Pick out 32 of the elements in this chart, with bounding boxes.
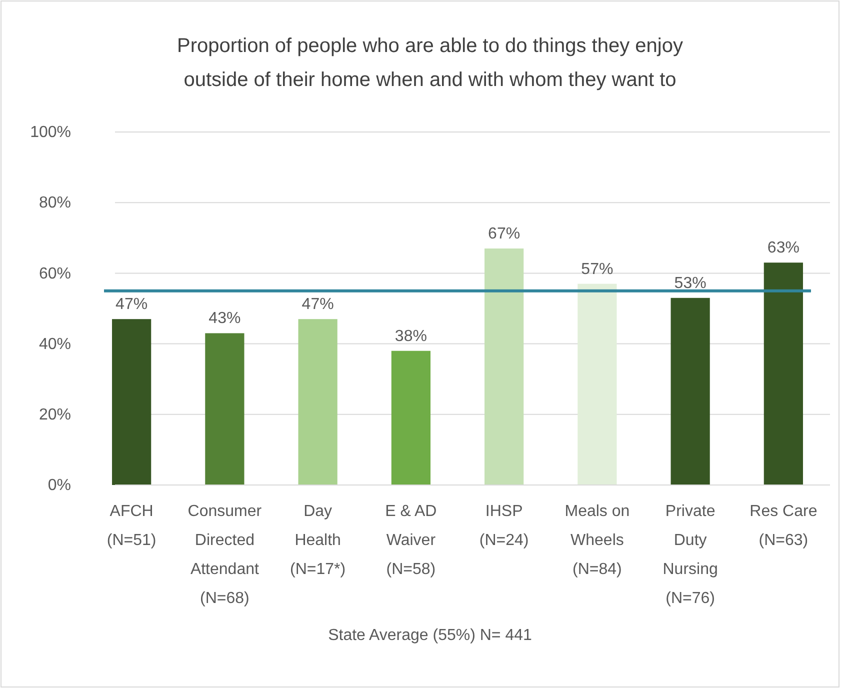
y-tick-label: 40% (38, 336, 71, 353)
data-label: 47% (116, 296, 148, 314)
data-label: 67% (488, 225, 520, 242)
data-label: 38% (394, 328, 427, 345)
bar (578, 284, 617, 485)
bar (670, 298, 710, 485)
bar (484, 248, 524, 485)
bar (391, 350, 430, 485)
data-label: 57% (581, 260, 614, 278)
data-label: 63% (767, 240, 800, 257)
chart-title: Proportion of people who are able to do things they enjoy outside of their home when and with whom they want to (177, 35, 683, 91)
bar (764, 262, 803, 485)
x-tick-label: Meals on Wheels (N=84) (564, 503, 630, 578)
x-tick-label: Consumer Directed Attendant (N=68) (188, 503, 262, 607)
bar (112, 319, 152, 485)
y-tick-label: 100% (30, 124, 71, 142)
x-tick-label: Day Health (N=17*) (290, 503, 346, 578)
x-axis-title: State Average (55%) N= 441 (328, 627, 532, 644)
bar (298, 319, 338, 485)
data-label: 53% (674, 274, 706, 292)
x-tick-label: AFCH (N=51) (106, 503, 156, 549)
y-tick-label: 80% (38, 194, 71, 212)
x-tick-label: Private Duty Nursing (N=76) (662, 503, 718, 607)
x-tick-label: Res Care (N=63) (750, 503, 818, 549)
y-tick-label: 20% (38, 406, 71, 424)
data-label: 43% (208, 310, 241, 328)
x-tick-label: IHSP (N=24) (479, 503, 529, 549)
data-label: 47% (302, 296, 334, 314)
y-tick-label: 0% (48, 477, 71, 494)
y-tick-label: 60% (38, 265, 71, 282)
x-tick-label: E & AD Waiver (N=58) (385, 503, 437, 578)
bar (205, 333, 244, 485)
